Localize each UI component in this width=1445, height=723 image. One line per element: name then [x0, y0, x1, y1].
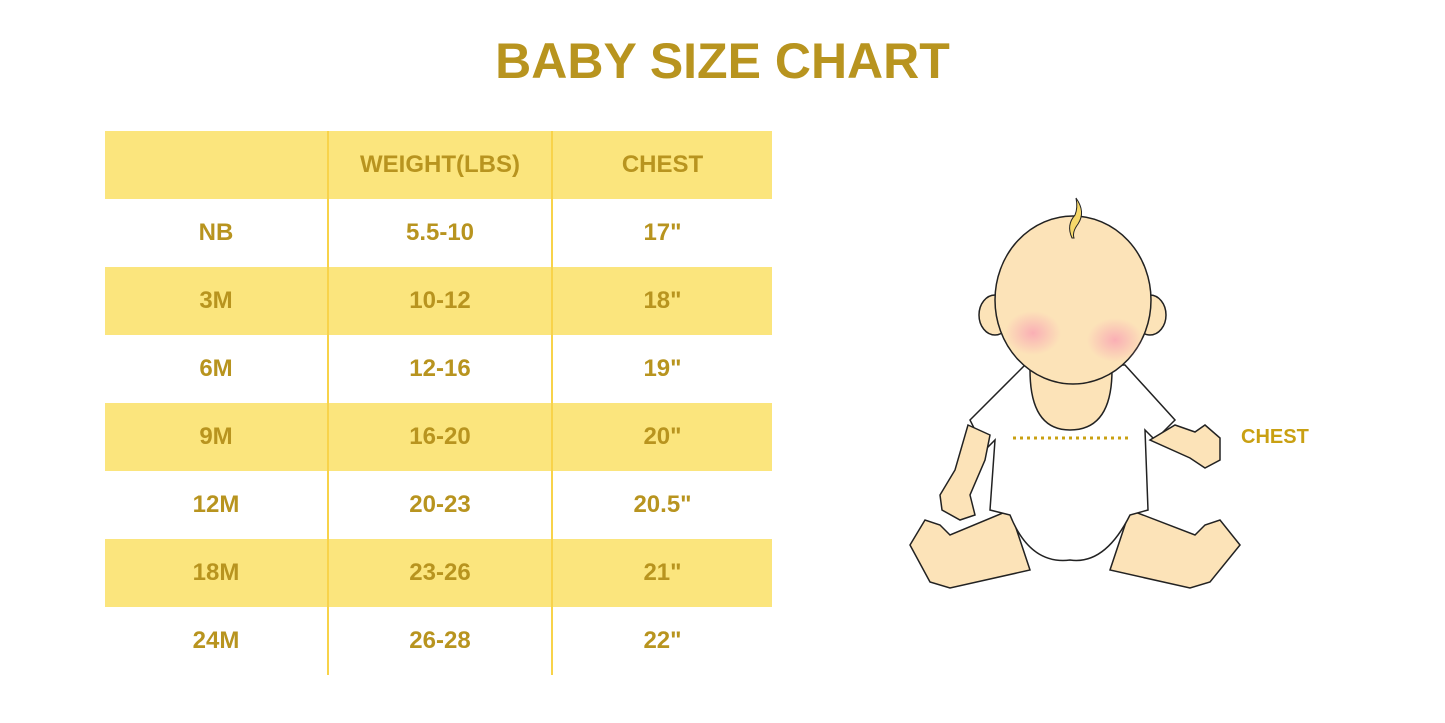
chest-cell: 19" [551, 335, 772, 403]
chest-cell: 20" [551, 403, 772, 471]
baby-illustration-icon [909, 197, 1241, 589]
header-cell [105, 131, 328, 199]
page-title: BABY SIZE CHART [495, 33, 950, 89]
table-row: 9M 16-20 20" [105, 403, 772, 471]
size-cell: 6M [199, 355, 233, 382]
weight-cell: 16-20 [327, 403, 552, 471]
size-cell: 24M [192, 627, 240, 654]
size-table: WEIGHT(LBS) CHEST NB 5.5-10 17" 3M 10-12 18"… [105, 131, 772, 675]
weight-cell: 12-16 [327, 335, 552, 403]
size-cell: NB [198, 219, 234, 246]
table-row: 12M 20-23 20.5" [105, 471, 772, 539]
header-cell: WEIGHT(LBS) [327, 131, 552, 199]
chest-cell: 20.5" [551, 471, 772, 539]
weight-cell: 20-23 [327, 471, 552, 539]
chest-cell: 17" [551, 199, 772, 267]
chest-measure-label: CHEST [1241, 426, 1309, 448]
weight-cell: 10-12 [327, 267, 552, 335]
table-row: 24M 26-28 22" [105, 607, 772, 675]
size-cell: 3M [105, 267, 328, 335]
size-cell: 12M [192, 491, 240, 518]
weight-cell: 5.5-10 [327, 199, 552, 267]
chest-cell: 21" [551, 539, 772, 607]
chest-cell: 22" [551, 607, 772, 675]
size-cell: 18M [105, 539, 328, 607]
table-row: 6M 12-16 19" [105, 335, 772, 403]
table-row: 3M 10-12 18" [105, 267, 772, 335]
chest-cell: 18" [551, 267, 772, 335]
weight-cell: 26-28 [327, 607, 552, 675]
table-row: 18M 23-26 21" [105, 539, 772, 607]
header-cell: CHEST [551, 131, 772, 199]
table-header-row: WEIGHT(LBS) CHEST [105, 131, 772, 199]
size-cell: 9M [105, 403, 328, 471]
weight-cell: 23-26 [327, 539, 552, 607]
table-row: NB 5.5-10 17" [105, 199, 772, 267]
